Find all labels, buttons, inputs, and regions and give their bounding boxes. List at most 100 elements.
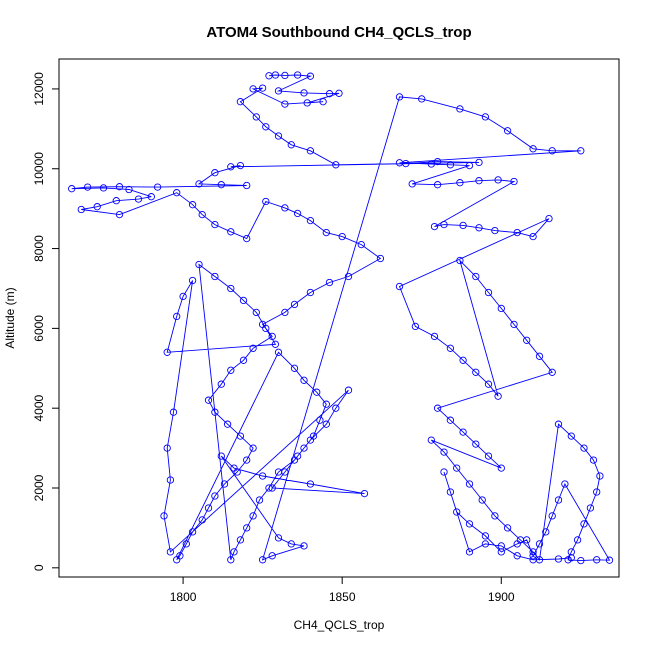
data-point: [510, 177, 518, 186]
data-point: [195, 260, 203, 269]
data-point: [166, 476, 175, 484]
data-point: [99, 184, 108, 192]
data-point: [243, 181, 251, 190]
y-tick-label: 0: [32, 564, 46, 571]
data-point: [211, 408, 219, 416]
data-point: [188, 528, 197, 536]
data-point: [313, 388, 321, 396]
data-point: [593, 488, 601, 496]
data-point: [408, 180, 416, 188]
data-point: [182, 540, 190, 548]
data-point: [446, 344, 455, 352]
data-point: [293, 209, 302, 218]
data-point: [427, 436, 435, 444]
data-point: [580, 520, 588, 528]
data-point: [475, 177, 483, 185]
data-point: [211, 492, 219, 500]
y-tick-label: 4000: [32, 395, 46, 422]
data-point: [204, 396, 213, 404]
data-point: [440, 220, 448, 229]
data-point: [465, 161, 474, 170]
data-point: [274, 348, 283, 356]
y-tick-label: 12000: [32, 72, 46, 106]
data-point: [147, 193, 155, 201]
data-point: [577, 147, 585, 155]
data-point: [596, 472, 604, 480]
data-point: [325, 278, 334, 287]
plot-frame: [58, 58, 620, 578]
data-point: [529, 145, 537, 153]
data-point: [258, 472, 267, 480]
data-point: [494, 392, 502, 400]
data-point: [322, 400, 330, 408]
data-point: [376, 254, 385, 263]
data-point: [290, 364, 299, 372]
data-point: [433, 181, 442, 189]
data-point: [169, 408, 178, 416]
data-point: [465, 480, 474, 488]
data-point: [344, 272, 353, 281]
series-line: [71, 74, 611, 562]
data-point: [163, 348, 171, 356]
data-point: [211, 220, 219, 229]
data-point: [303, 99, 311, 107]
data-point: [513, 540, 521, 548]
data-point: [236, 432, 245, 440]
data-point: [227, 556, 235, 564]
data-point: [115, 210, 124, 219]
data-point: [115, 183, 124, 191]
data-point: [220, 480, 229, 488]
data-point: [274, 87, 283, 95]
data-point: [465, 520, 474, 528]
y-tick-label: 6000: [32, 315, 46, 342]
data-point: [577, 556, 585, 565]
y-tick-label: 10000: [32, 152, 46, 186]
data-point: [446, 488, 455, 496]
data-point: [211, 272, 219, 281]
data-point: [271, 340, 280, 348]
data-point: [252, 113, 260, 121]
data-point: [281, 71, 289, 80]
data-point: [523, 536, 531, 544]
data-point: [268, 332, 276, 341]
x-axis: 1800 1850 1900: [170, 576, 515, 604]
data-point: [271, 71, 280, 79]
data-point: [453, 508, 461, 516]
data-point: [395, 282, 404, 291]
data-point: [173, 312, 181, 321]
data-point: [475, 224, 483, 232]
data-point: [453, 464, 461, 472]
data-point: [573, 536, 582, 544]
y-tick-label: 2000: [32, 474, 46, 501]
data-point: [227, 163, 235, 171]
data-point: [459, 428, 467, 436]
data-point: [268, 552, 276, 560]
data-point: [300, 376, 308, 384]
data-point: [93, 203, 101, 211]
data-point: [252, 308, 260, 317]
data-point: [491, 512, 499, 520]
data-point: [163, 444, 171, 452]
data-point: [243, 456, 251, 464]
data-point: [344, 386, 353, 394]
data-point: [481, 532, 490, 540]
data-point: [548, 512, 556, 520]
data-point: [134, 195, 143, 203]
data-point: [529, 548, 537, 556]
data-point: [322, 420, 330, 428]
x-axis-label: CH4_QCLS_trop: [294, 618, 385, 632]
data-point: [166, 548, 175, 556]
data-point: [262, 123, 270, 131]
data-point: [204, 504, 213, 512]
data-point: [173, 189, 181, 197]
data-point: [411, 322, 420, 331]
x-tick-label: 1850: [329, 590, 356, 604]
data-point: [481, 113, 490, 121]
data-point: [325, 90, 334, 98]
data-point: [542, 528, 550, 536]
data-point: [300, 444, 308, 452]
data-point: [497, 464, 505, 472]
data-point: [227, 228, 235, 236]
y-axis: 0 2000 4000 6000 8000 10000 12000: [32, 72, 60, 571]
data-point: [478, 496, 486, 504]
